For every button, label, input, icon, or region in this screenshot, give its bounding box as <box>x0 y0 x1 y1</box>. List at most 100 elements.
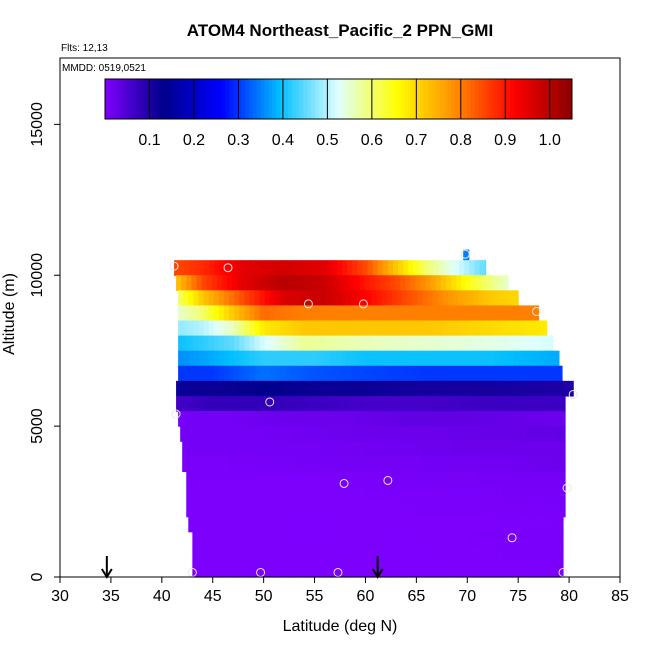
sample-point <box>568 389 578 399</box>
heatmap-cell <box>390 456 397 472</box>
heatmap-cell <box>295 335 301 352</box>
heatmap-cell <box>417 365 424 382</box>
heatmap-cell <box>561 426 566 442</box>
heatmap-cell <box>364 275 371 291</box>
colorbar-segment <box>221 79 227 119</box>
heatmap-cell <box>416 441 423 457</box>
heatmap-cell <box>346 290 352 307</box>
heatmap-cell <box>176 380 182 397</box>
heatmap-cell <box>226 486 233 503</box>
heatmap-cell <box>488 411 495 427</box>
heatmap-cell <box>213 335 220 352</box>
heatmap-cell <box>366 350 373 367</box>
heatmap-cell <box>438 260 445 276</box>
heatmap-cell <box>445 486 452 503</box>
heatmap-cell <box>360 456 367 472</box>
heatmap-cell <box>432 305 439 322</box>
sample-point <box>339 478 349 488</box>
heatmap-cell <box>293 501 299 518</box>
heatmap-cell <box>453 350 459 367</box>
heatmap-cell <box>223 320 230 337</box>
heatmap-cell <box>379 275 386 291</box>
heatmap-cell <box>417 411 424 427</box>
heatmap-cell <box>358 426 365 442</box>
heatmap-cell <box>406 441 412 457</box>
heatmap-cell <box>333 380 340 397</box>
heatmap-cell <box>442 290 449 307</box>
heatmap-cell <box>211 275 218 291</box>
heatmap-cell <box>206 275 213 291</box>
heatmap-cell <box>313 486 320 503</box>
heatmap-cell <box>198 516 205 533</box>
colorbar-segment <box>451 79 456 119</box>
heatmap-cell <box>309 531 316 548</box>
heatmap-cell <box>344 380 350 397</box>
heatmap-cell <box>221 471 228 488</box>
altitude-band <box>182 441 566 457</box>
heatmap-cell <box>413 260 419 276</box>
heatmap-cell <box>374 275 381 291</box>
heatmap-cell <box>463 249 470 261</box>
heatmap-cell <box>491 275 498 291</box>
heatmap-cell <box>471 275 478 291</box>
heatmap-cell <box>559 365 563 382</box>
colorbar-segment <box>404 79 410 119</box>
heatmap-cell <box>202 456 209 472</box>
heatmap-cell <box>305 290 312 307</box>
heatmap-cell <box>450 471 457 488</box>
heatmap-cell <box>268 561 275 578</box>
heatmap-cell <box>259 516 266 533</box>
heatmap-cell <box>471 486 478 503</box>
heatmap-cell <box>346 516 352 533</box>
heatmap-cell <box>208 350 215 367</box>
heatmap-cell <box>447 365 454 382</box>
heatmap-cell <box>514 350 520 367</box>
heatmap-cell <box>232 395 238 412</box>
colorbar-segment <box>248 79 254 119</box>
heatmap-cell <box>242 501 248 518</box>
heatmap-cell <box>366 320 373 337</box>
heatmap-cell <box>415 471 422 488</box>
x-tick-label: 85 <box>611 588 629 605</box>
heatmap-cell <box>240 260 246 276</box>
heatmap-cell <box>483 320 490 337</box>
colorbar-segment <box>322 79 328 119</box>
heatmap-cell <box>381 290 388 307</box>
heatmap-cell <box>310 365 317 382</box>
heatmap-cell <box>282 471 289 488</box>
heatmap-cell <box>538 441 545 457</box>
heatmap-cell <box>315 411 322 427</box>
heatmap-cell <box>417 350 424 367</box>
heatmap-cell <box>419 426 426 442</box>
sample-point <box>507 533 517 543</box>
heatmap-cell <box>346 305 352 322</box>
heatmap-cell <box>203 411 210 427</box>
heatmap-cell <box>289 456 295 472</box>
heatmap-cell <box>315 320 322 337</box>
heatmap-cell <box>365 456 372 472</box>
heatmap-cell <box>501 395 508 412</box>
heatmap-cell <box>483 290 490 307</box>
heatmap-cell <box>298 501 304 518</box>
heatmap-cell <box>338 471 345 488</box>
heatmap-cell <box>204 260 211 276</box>
heatmap-cell <box>242 380 248 397</box>
heatmap-cell <box>385 561 392 578</box>
heatmap-cell <box>518 546 524 563</box>
heatmap-cell <box>366 305 373 322</box>
heatmap-cell <box>305 335 312 352</box>
heatmap-cell <box>351 516 357 533</box>
heatmap-cell <box>259 305 266 322</box>
heatmap-cell <box>308 486 315 503</box>
colorbar: 0.1 0.2 0.3 0.4 0.5 0.6 0.7 0.8 0.9 1.0 <box>104 78 573 149</box>
heatmap-cell <box>473 335 480 352</box>
sample-point <box>187 567 197 577</box>
y-tick-label: 5000 <box>29 408 46 444</box>
heatmap-cell <box>492 456 499 472</box>
heatmap-cell <box>324 561 331 578</box>
heatmap-cell <box>212 561 219 578</box>
heatmap-cell <box>338 395 345 412</box>
altitude-band <box>180 426 566 442</box>
colorbar-segment <box>213 79 219 119</box>
heatmap-cell <box>524 411 530 427</box>
